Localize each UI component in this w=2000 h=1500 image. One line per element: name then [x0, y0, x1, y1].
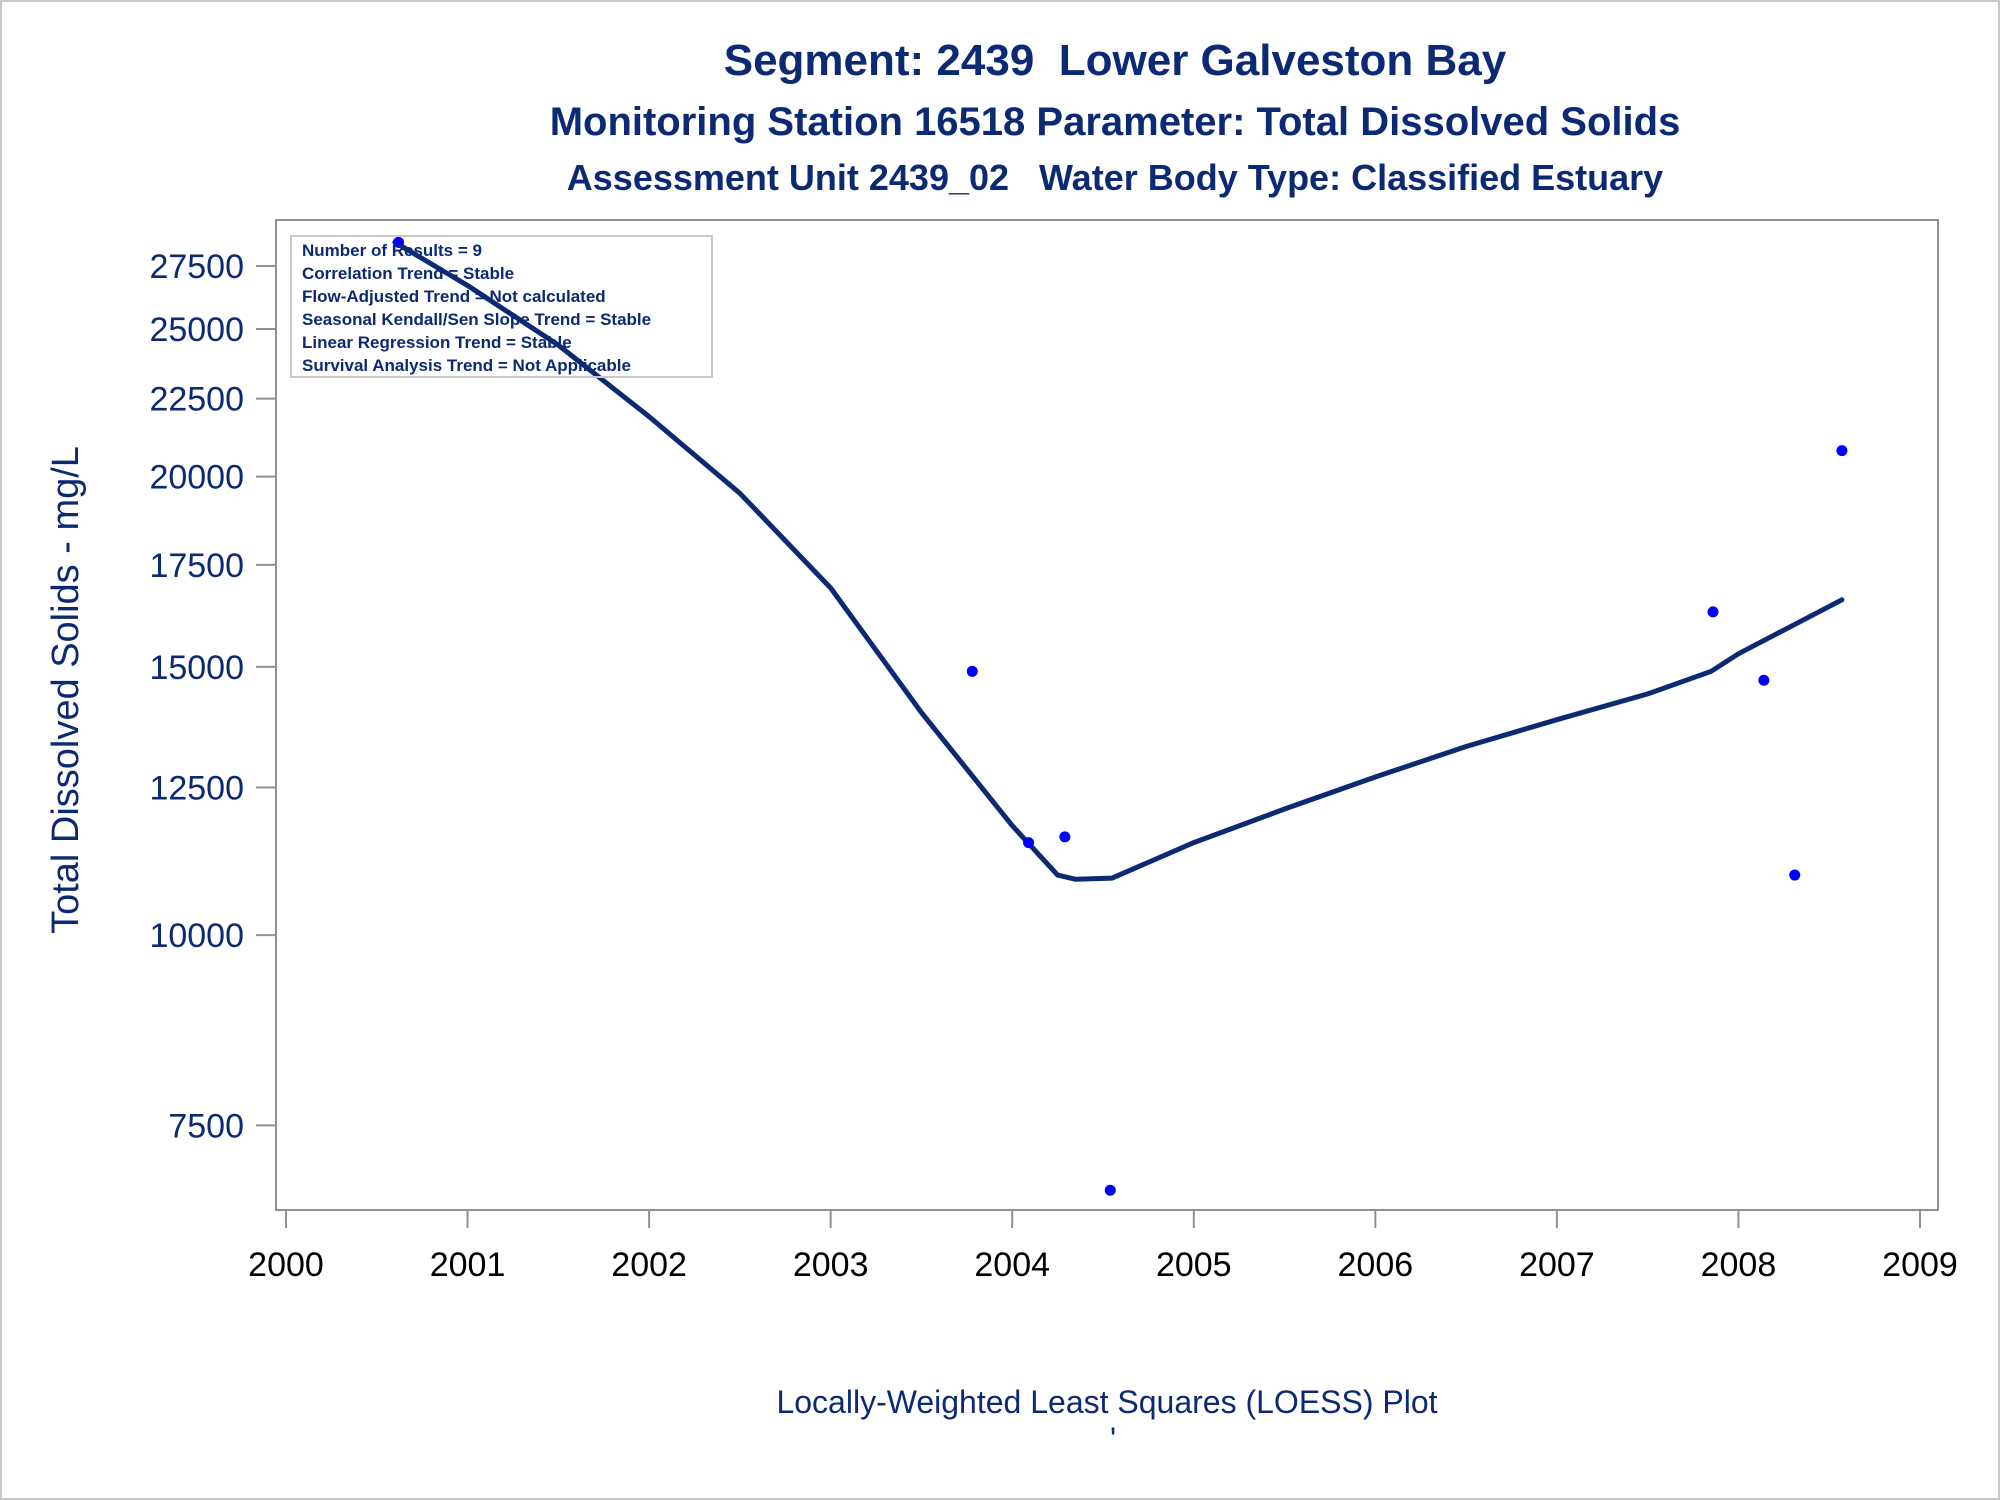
stats-box: Number of Results = 9 Correlation Trend … — [290, 235, 713, 378]
x-tick-label: 2005 — [1156, 1246, 1232, 1284]
chart-subtitle-2: Assessment Unit 2439_02 Water Body Type:… — [566, 157, 1664, 198]
data-point — [1059, 831, 1071, 843]
y-axis: 7500 10000 12500 15000 17500 20000 22500 25000 2… — [149, 248, 276, 1145]
chart-title: Segment: 2439 Lower Galveston Bay — [723, 36, 1507, 85]
loess-line — [392, 239, 1845, 882]
data-point — [1707, 606, 1719, 618]
data-point — [1023, 837, 1035, 849]
stats-line: Seasonal Kendall/Sen Slope Trend = Stabl… — [302, 310, 651, 329]
data-point — [1758, 674, 1770, 686]
stats-line: Survival Analysis Trend = Not Applicable — [302, 356, 631, 375]
y-tick-label: 27500 — [149, 248, 244, 286]
y-axis-label: Total Dissolved Solids - mg/L — [45, 446, 87, 934]
plot-area — [275, 219, 1939, 1211]
y-tick-label: 22500 — [149, 381, 244, 419]
y-tick-label: 25000 — [149, 311, 244, 349]
x-tick-label: 2001 — [430, 1246, 506, 1284]
x-tick-label: 2006 — [1338, 1246, 1414, 1284]
y-tick-label: 10000 — [149, 917, 244, 955]
data-point — [966, 665, 978, 677]
data-point — [393, 236, 405, 248]
footnote: Locally-Weighted Least Squares (LOESS) P… — [776, 1384, 1437, 1420]
x-tick-label: 2003 — [793, 1246, 869, 1284]
stats-line: Correlation Trend = Stable — [302, 264, 514, 283]
stats-line: Flow-Adjusted Trend = Not calculated — [302, 287, 606, 306]
stats-line: Linear Regression Trend = Stable — [302, 333, 572, 352]
x-tick-label: 2002 — [611, 1246, 687, 1284]
data-point — [1789, 869, 1801, 881]
footnote-mark: ' — [1110, 1421, 1116, 1457]
y-tick-label: 12500 — [149, 769, 244, 807]
points-layer — [393, 236, 1848, 1196]
y-tick-label: 15000 — [149, 649, 244, 687]
stats-line: Number of Results = 9 — [302, 241, 482, 260]
x-tick-label: 2009 — [1882, 1246, 1958, 1284]
loess-layer — [392, 239, 1845, 882]
x-tick-label: 2008 — [1701, 1246, 1777, 1284]
x-tick-label: 2000 — [248, 1246, 324, 1284]
x-tick-label: 2007 — [1519, 1246, 1595, 1284]
chart-subtitle: Monitoring Station 16518 Parameter: Tota… — [549, 100, 1681, 144]
y-tick-label: 20000 — [149, 459, 244, 497]
data-point — [1104, 1184, 1116, 1196]
x-axis: 2000 2001 2002 2003 2004 2005 2006 2007 2008 2009 — [248, 1210, 1958, 1284]
data-point — [1836, 445, 1848, 457]
x-tick-label: 2004 — [974, 1246, 1050, 1284]
y-tick-label: 7500 — [168, 1107, 244, 1145]
stats-box-border — [290, 235, 713, 378]
y-tick-label: 17500 — [149, 547, 244, 585]
